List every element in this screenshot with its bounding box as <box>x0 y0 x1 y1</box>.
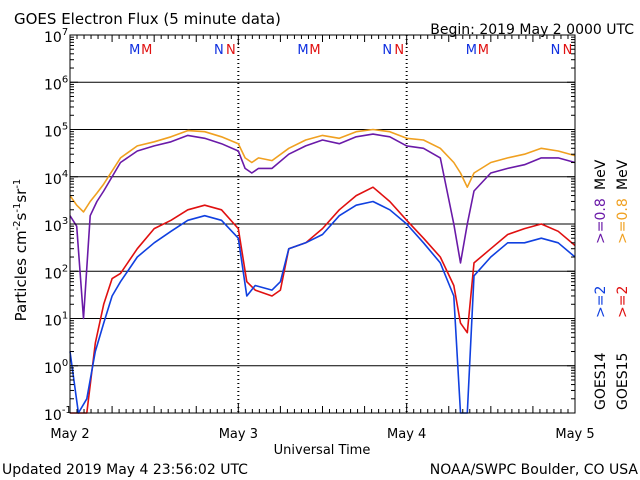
x-tick-label: May 2 <box>50 427 89 442</box>
series-line-g15_low <box>70 186 576 414</box>
plot-frame <box>69 34 576 414</box>
y-tick-exp: 2 <box>62 263 68 274</box>
y-tick-exp: 0 <box>62 358 68 369</box>
y-tick-base: 10 <box>44 30 62 46</box>
svg-text:Particles cm-2s-1sr-1: Particles cm-2s-1sr-1 <box>12 179 30 322</box>
x-tick-label: May 3 <box>219 427 258 442</box>
y-tick-label: 107 <box>44 27 68 46</box>
y-tick-label: 102 <box>44 263 68 282</box>
legend-goes14: GOES14 <box>593 352 609 410</box>
y-axis-label-s: s <box>12 212 30 220</box>
marker-label: M <box>478 43 489 58</box>
y-tick-base: 10 <box>44 314 62 330</box>
y-tick-exp: 7 <box>62 27 68 38</box>
series-line-g14_low <box>69 200 576 414</box>
legend-g15-low: >=2 <box>615 286 631 318</box>
y-axis-label-sup2: -1 <box>12 203 23 213</box>
y-axis-label-main: Particles cm <box>12 230 30 321</box>
marker-label: N <box>563 43 573 58</box>
y-tick-base: 10 <box>44 219 62 235</box>
x-tick-labels: May 2 May 3 May 4 May 5 <box>50 427 594 442</box>
chart-title: GOES Electron Flux (5 minute data) <box>14 10 281 28</box>
marker-label: M <box>129 43 140 58</box>
legend-g14-low: >=2 <box>593 286 609 318</box>
marker-label: N <box>226 43 236 58</box>
marker-label: N <box>551 43 561 58</box>
y-tick-label: 106 <box>44 74 68 93</box>
y-axis-label-sup3: -1 <box>12 179 23 189</box>
y-axis-label-sr: sr <box>12 188 30 203</box>
y-axis-label: Particles cm-2s-1sr-1 <box>12 179 30 322</box>
legend-g15-high: >=0.8 <box>615 198 631 244</box>
y-axis-label-sup1: -2 <box>12 220 23 230</box>
y-tick-label: 104 <box>44 169 68 188</box>
marker-label: N <box>382 43 392 58</box>
marker-label: M <box>466 43 477 58</box>
marker-label: N <box>394 43 404 58</box>
y-tick-exp: 3 <box>62 216 68 227</box>
y-tick-base: 10 <box>44 125 62 141</box>
series-line-g14_high <box>69 133 576 320</box>
marker-label: M <box>309 43 320 58</box>
y-tick-exp: 4 <box>62 169 68 180</box>
y-tick-exp: 6 <box>62 74 68 85</box>
series-group <box>69 128 576 414</box>
y-tick-base: 10 <box>44 77 62 93</box>
y-tick-base: 10 <box>44 361 62 377</box>
y-tick-label: 105 <box>44 122 68 141</box>
x-axis-label: Universal Time <box>274 443 371 458</box>
legend: GOES14 GOES15 >=2 >=2 >=0.8 >=0.8 MeV Me… <box>593 159 631 410</box>
credit: NOAA/SWPC Boulder, CO USA <box>430 462 639 478</box>
y-tick-exp: 5 <box>62 122 68 133</box>
y-tick-label: 10-1 <box>44 405 72 424</box>
legend-goes15: GOES15 <box>615 353 631 410</box>
y-tick-base: 10 <box>44 266 62 282</box>
y-tick-label: 100 <box>44 358 68 377</box>
legend-unit-1: MeV <box>593 159 609 190</box>
y-tick-base: 10 <box>44 408 62 424</box>
legend-g14-high: >=0.8 <box>593 198 609 244</box>
y-tick-base: 10 <box>44 172 62 188</box>
marker-label: M <box>297 43 308 58</box>
marker-label: N <box>214 43 224 58</box>
x-tick-label: May 5 <box>555 427 594 442</box>
series-line-g15_high <box>69 128 576 213</box>
marker-label: M <box>141 43 152 58</box>
legend-unit-2: MeV <box>615 159 631 190</box>
begin-time: Begin: 2019 May 2 0000 UTC <box>430 22 634 38</box>
y-tick-label: 103 <box>44 216 68 235</box>
gridlines <box>70 35 575 413</box>
y-tick-exp: 1 <box>62 311 68 322</box>
x-tick-label: May 4 <box>387 427 426 442</box>
y-tick-label: 101 <box>44 311 68 330</box>
updated-time: Updated 2019 May 4 23:56:02 UTC <box>2 462 248 478</box>
y-tick-exp: -1 <box>62 405 72 416</box>
